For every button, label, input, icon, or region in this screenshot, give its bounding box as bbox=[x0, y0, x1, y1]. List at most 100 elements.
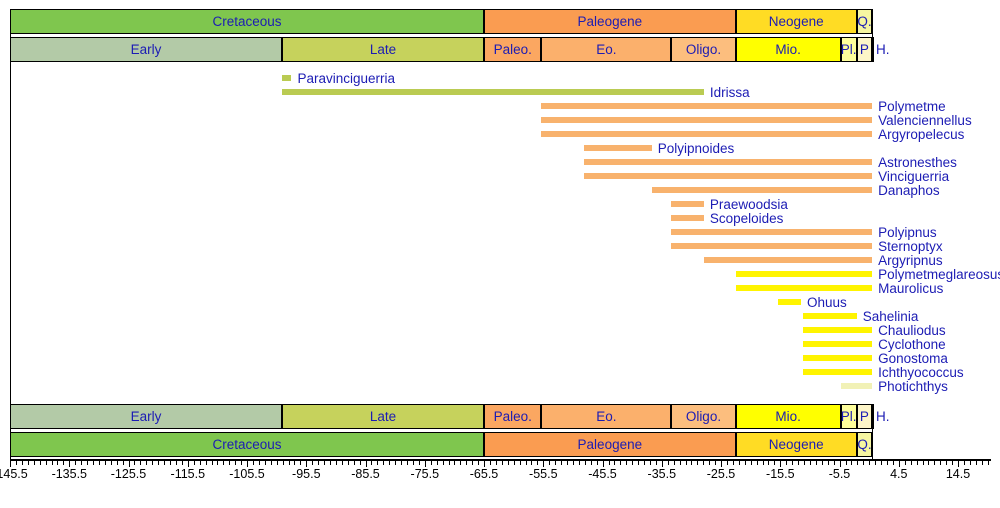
axis-minor-tick bbox=[667, 461, 669, 465]
axis-minor-tick bbox=[489, 461, 491, 465]
axis-minor-tick bbox=[312, 461, 314, 465]
axis-tick-label: -75.5 bbox=[410, 467, 440, 481]
taxon-label-polyipnus: Polyipnus bbox=[878, 224, 937, 240]
epoch-segment-pl: Pl. bbox=[840, 404, 857, 429]
axis-tick-label: 14.5 bbox=[945, 467, 971, 481]
axis-major-tick bbox=[780, 461, 782, 467]
axis-major-tick bbox=[128, 461, 130, 467]
epoch-label-pl: Pl. bbox=[840, 41, 857, 57]
axis-minor-tick bbox=[881, 461, 882, 465]
axis-minor-tick bbox=[383, 461, 385, 465]
taxon-bar-ohuus bbox=[777, 299, 802, 305]
axis-minor-tick bbox=[756, 461, 758, 465]
axis-minor-tick bbox=[98, 461, 100, 465]
axis-minor-tick bbox=[709, 461, 711, 465]
axis-minor-tick bbox=[75, 461, 77, 465]
epoch-segment-late: Late bbox=[281, 404, 485, 429]
period-segment-quaternary: Q. bbox=[856, 9, 873, 34]
axis-tick-label: -65.5 bbox=[469, 467, 499, 481]
period-label-quaternary: Q. bbox=[857, 13, 872, 29]
axis-minor-tick bbox=[164, 461, 166, 465]
axis-minor-tick bbox=[869, 461, 871, 465]
axis-minor-tick bbox=[537, 461, 539, 465]
taxon-label-argyripnus: Argyripnus bbox=[878, 252, 943, 268]
axis-minor-tick bbox=[436, 461, 438, 465]
axis-tick-label: -35.5 bbox=[647, 467, 677, 481]
taxon-label-sahelinia: Sahelinia bbox=[862, 308, 919, 324]
axis-minor-tick bbox=[626, 461, 628, 465]
axis-tick-label: -45.5 bbox=[588, 467, 617, 481]
axis-tick-label: -145.5 bbox=[0, 467, 28, 481]
axis-minor-tick bbox=[952, 461, 954, 465]
axis-minor-tick bbox=[27, 461, 29, 465]
axis-minor-tick bbox=[833, 461, 835, 465]
axis-tick-label: -95.5 bbox=[292, 467, 321, 481]
axis-minor-tick bbox=[264, 461, 266, 465]
axis-minor-tick bbox=[87, 461, 88, 465]
axis-minor-tick bbox=[93, 461, 94, 465]
epoch-segment-oligo: Oligo. bbox=[671, 37, 736, 62]
axis-minor-tick bbox=[223, 461, 225, 465]
taxon-label-paravinciguerria: Paravinciguerria bbox=[297, 70, 395, 86]
axis-minor-tick bbox=[193, 461, 195, 465]
chart-left-border-line bbox=[10, 9, 11, 461]
epoch-label-late: Late bbox=[369, 41, 397, 57]
axis-minor-tick bbox=[519, 461, 521, 465]
axis-minor-tick bbox=[104, 461, 106, 465]
taxon-label-chauliodus: Chauliodus bbox=[878, 322, 946, 338]
taxon-label-danaphos: Danaphos bbox=[878, 182, 940, 198]
axis-major-tick bbox=[306, 461, 308, 467]
axis-minor-tick bbox=[886, 461, 888, 465]
axis-minor-tick bbox=[63, 461, 65, 465]
axis-tick-label: -55.5 bbox=[529, 467, 558, 481]
axis-minor-tick bbox=[15, 461, 17, 465]
axis-minor-tick bbox=[910, 461, 912, 465]
epoch-label-p: P bbox=[859, 41, 869, 57]
epoch-label-mio: Mio. bbox=[775, 408, 801, 424]
axis-minor-tick bbox=[45, 461, 47, 465]
taxon-label-sternoptyx: Sternoptyx bbox=[878, 238, 943, 254]
axis-minor-tick bbox=[270, 461, 272, 465]
axis-major-tick bbox=[69, 461, 71, 467]
axis-minor-tick bbox=[614, 461, 616, 465]
taxon-bar-argyropelecus bbox=[541, 131, 873, 137]
taxon-label-ohuus: Ohuus bbox=[807, 294, 847, 310]
axis-minor-tick bbox=[727, 461, 728, 465]
axis-minor-tick bbox=[324, 461, 325, 465]
period-segment-neogene: Neogene bbox=[735, 9, 857, 34]
axis-minor-tick bbox=[347, 461, 349, 465]
axis-minor-tick bbox=[460, 461, 462, 465]
epoch-label-h: H. bbox=[876, 408, 890, 424]
epoch-segment-p: P bbox=[856, 404, 873, 429]
epoch-segment-late: Late bbox=[281, 37, 485, 62]
axis-minor-tick bbox=[685, 461, 687, 465]
epoch-label-paleo: Paleo. bbox=[493, 408, 532, 424]
axis-minor-tick bbox=[134, 461, 136, 465]
axis-minor-tick bbox=[946, 461, 948, 465]
axis-minor-tick bbox=[572, 461, 574, 465]
period-label-cretaceous: Cretaceous bbox=[212, 436, 282, 452]
axis-major-tick bbox=[543, 461, 545, 467]
taxon-bar-sternoptyx bbox=[671, 243, 873, 249]
axis-minor-tick bbox=[282, 461, 284, 465]
taxon-label-ichthyococcus: Ichthyococcus bbox=[878, 364, 964, 380]
axis-minor-tick bbox=[501, 461, 503, 465]
axis-minor-tick bbox=[555, 461, 557, 465]
epoch-label-p: P bbox=[859, 408, 869, 424]
axis-minor-tick bbox=[786, 461, 788, 465]
axis-minor-tick bbox=[199, 461, 201, 465]
axis-minor-tick bbox=[401, 461, 403, 465]
taxon-label-idrissa: Idrissa bbox=[709, 84, 750, 100]
epoch-segment-early: Early bbox=[10, 37, 282, 62]
axis-minor-tick bbox=[851, 461, 853, 465]
axis-minor-tick bbox=[294, 461, 296, 465]
axis-minor-tick bbox=[181, 461, 183, 465]
axis-minor-tick bbox=[809, 461, 811, 465]
axis-major-tick bbox=[839, 461, 841, 467]
axis-minor-tick bbox=[987, 461, 989, 465]
axis-minor-tick bbox=[341, 461, 343, 465]
axis-minor-tick bbox=[152, 461, 154, 465]
axis-minor-tick bbox=[732, 461, 734, 465]
axis-minor-tick bbox=[353, 461, 355, 465]
